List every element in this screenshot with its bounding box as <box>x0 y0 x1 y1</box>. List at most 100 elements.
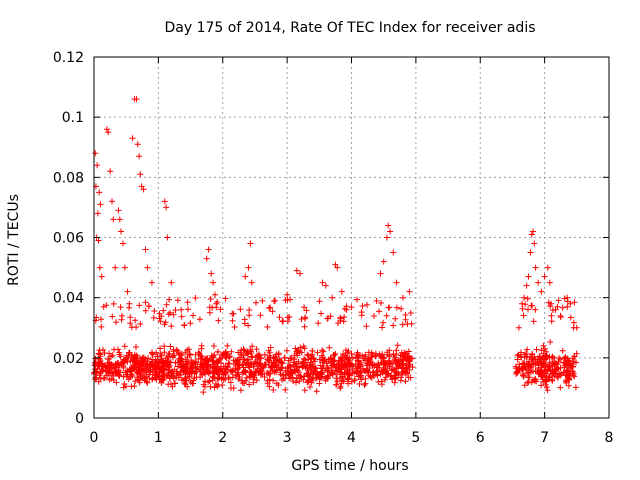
data-point <box>561 355 568 362</box>
data-point <box>242 273 249 280</box>
data-point <box>376 308 383 315</box>
data-point <box>106 350 112 357</box>
data-point <box>557 384 564 391</box>
data-point <box>127 314 134 321</box>
data-point <box>342 352 349 359</box>
data-point <box>312 364 319 371</box>
data-point <box>400 294 406 301</box>
grid-layer <box>94 57 609 418</box>
data-point <box>293 379 299 386</box>
data-point <box>282 375 289 382</box>
data-point <box>118 361 124 368</box>
data-point <box>283 347 290 354</box>
data-point <box>399 321 406 328</box>
x-tick-label: 1 <box>154 430 163 446</box>
data-point <box>359 303 366 309</box>
data-point <box>343 303 350 310</box>
data-point <box>102 368 109 375</box>
data-point <box>345 380 352 387</box>
data-point <box>377 270 384 277</box>
data-point <box>118 316 125 323</box>
data-point <box>354 357 361 364</box>
data-point <box>523 282 530 289</box>
data-point <box>172 307 179 314</box>
data-point <box>525 306 531 313</box>
data-point <box>267 370 274 377</box>
data-point <box>548 318 555 325</box>
data-point <box>530 318 537 325</box>
data-point <box>569 368 576 375</box>
data-point <box>292 345 299 352</box>
x-tick-label: 5 <box>411 430 420 446</box>
data-point <box>276 314 283 321</box>
data-point <box>138 357 145 364</box>
data-point <box>361 382 368 388</box>
data-point <box>246 381 253 388</box>
data-point <box>542 381 549 388</box>
data-point <box>307 353 314 360</box>
data-point <box>263 370 270 376</box>
data-point <box>123 355 130 362</box>
data-point <box>153 374 160 381</box>
x-axis-label: GPS time / hours <box>291 458 408 474</box>
y-tick-label: 0.04 <box>53 291 84 307</box>
data-point <box>210 353 216 360</box>
data-point <box>229 368 236 375</box>
data-point <box>121 343 128 350</box>
data-point <box>241 316 248 323</box>
data-point <box>140 186 147 193</box>
data-point <box>338 288 345 295</box>
data-point <box>356 381 363 387</box>
data-point <box>394 342 401 349</box>
data-point <box>342 363 349 370</box>
data-point <box>282 367 289 374</box>
data-point <box>190 312 197 319</box>
data-point <box>336 360 343 366</box>
data-point <box>97 375 104 382</box>
data-point <box>174 370 181 377</box>
data-point <box>524 295 531 302</box>
data-point <box>163 301 170 308</box>
data-point <box>362 380 369 387</box>
data-point <box>541 345 548 352</box>
data-point <box>229 317 236 324</box>
data-point <box>325 372 332 379</box>
chart-title: Day 175 of 2014, Rate Of TEC Index for r… <box>164 20 535 36</box>
data-point <box>355 360 362 367</box>
data-point <box>93 374 100 381</box>
data-point <box>238 347 245 354</box>
data-point <box>96 189 103 196</box>
axes-layer <box>93 56 610 419</box>
data-point <box>175 350 182 357</box>
data-point <box>264 380 271 387</box>
data-point <box>557 372 564 379</box>
data-point <box>253 346 260 353</box>
data-point <box>367 358 374 364</box>
data-point <box>266 383 273 390</box>
data-point <box>103 372 110 379</box>
data-point <box>561 364 568 371</box>
data-point <box>105 129 112 136</box>
data-point <box>174 297 181 304</box>
data-point <box>166 369 172 376</box>
x-tick-label: 8 <box>605 430 614 446</box>
data-point <box>331 352 338 359</box>
data-point <box>192 351 199 358</box>
data-point <box>98 273 105 280</box>
data-point <box>319 347 326 354</box>
data-point <box>160 307 167 314</box>
data-point <box>146 366 153 373</box>
data-point <box>112 264 119 271</box>
data-point <box>407 374 414 381</box>
data-point <box>393 304 400 311</box>
data-point <box>348 378 355 385</box>
data-point <box>177 371 184 378</box>
data-point <box>358 372 365 379</box>
data-point <box>297 344 304 351</box>
data-point <box>405 348 412 355</box>
data-point <box>198 342 205 349</box>
data-point <box>535 356 542 363</box>
data-point <box>540 342 547 349</box>
data-point <box>337 383 344 390</box>
